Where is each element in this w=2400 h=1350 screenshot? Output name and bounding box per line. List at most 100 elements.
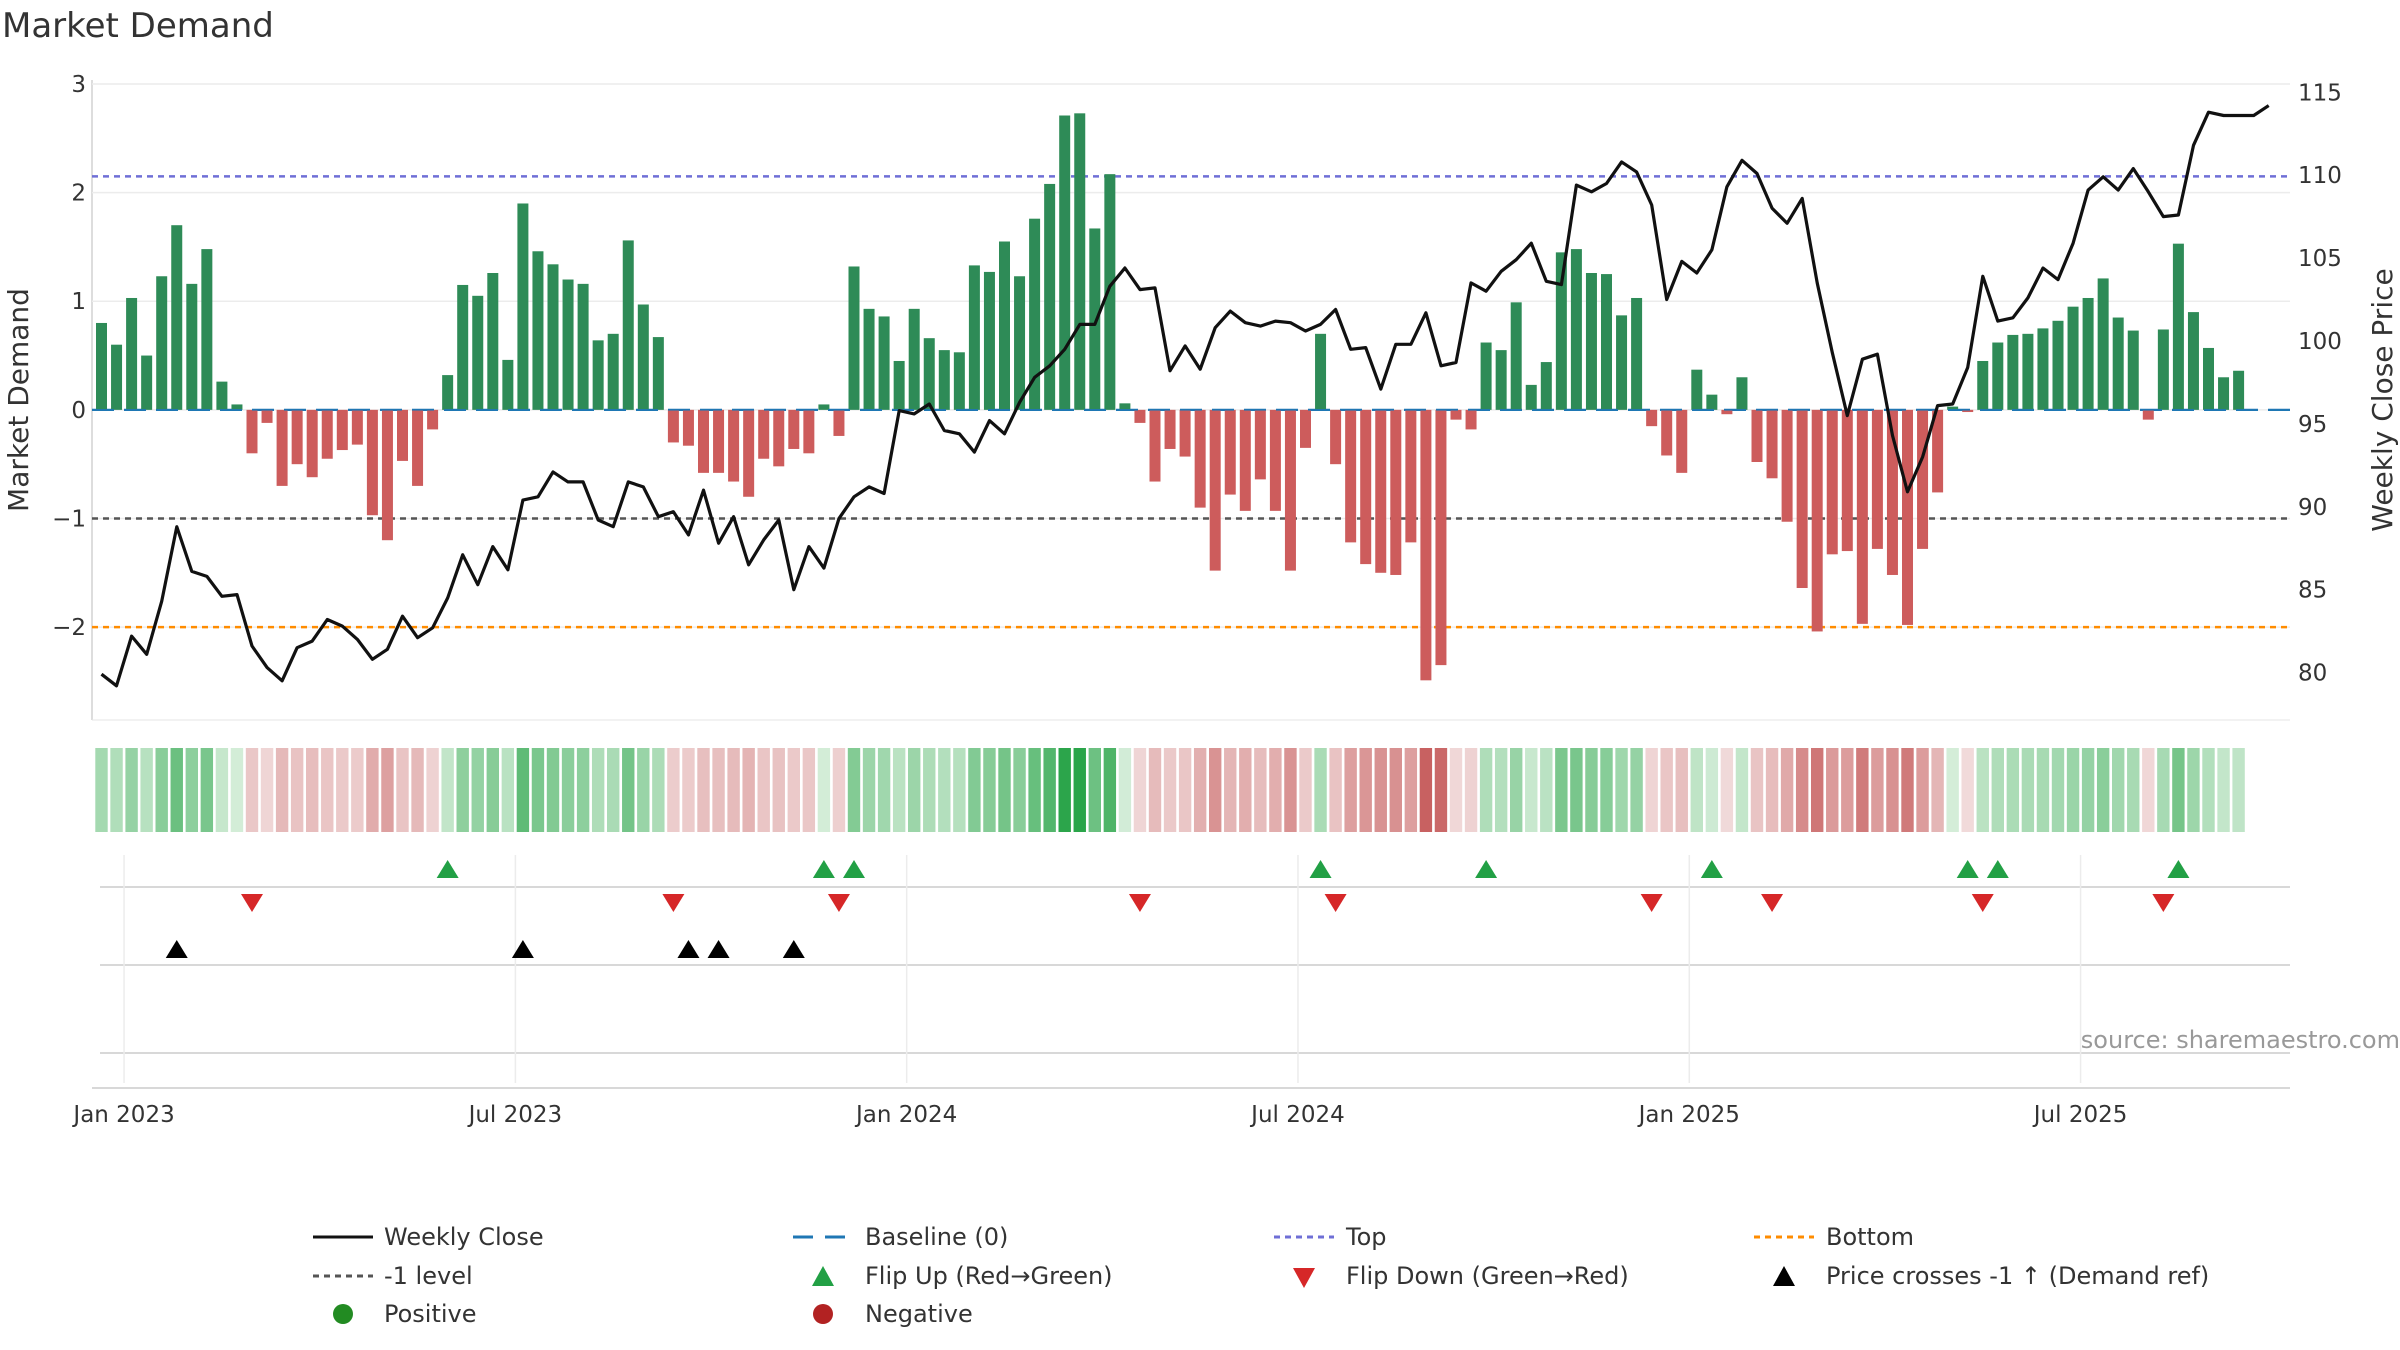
demand-bar	[1134, 409, 1146, 423]
demand-bar	[2097, 278, 2109, 410]
demand-bar	[728, 409, 740, 482]
right-tick-label: 100	[2298, 329, 2342, 355]
demand-bar	[246, 409, 258, 454]
heat-cell	[516, 748, 530, 832]
heat-cell	[531, 748, 545, 832]
right-tick-label: 105	[2298, 246, 2342, 272]
heat-cell	[1615, 748, 1628, 832]
demand-bar	[893, 360, 905, 410]
x-tick-label: Jul 2023	[467, 1102, 563, 1128]
heat-cell	[456, 748, 469, 832]
heat-cell	[1434, 748, 1448, 832]
heat-cell	[938, 748, 951, 832]
heat-cell	[170, 748, 183, 832]
heat-cell	[1058, 748, 1071, 832]
heat-cell	[1178, 748, 1192, 832]
demand-bar	[2157, 329, 2169, 410]
demand-bar	[1601, 274, 1612, 410]
demand-bar	[1796, 409, 1808, 588]
demand-bar	[1089, 228, 1101, 410]
demand-bar	[1345, 409, 1357, 543]
heat-cell	[110, 748, 123, 832]
heat-cell	[2051, 748, 2065, 832]
flip-up-marker	[436, 860, 459, 878]
heat-cell	[772, 748, 785, 832]
heat-cell	[1901, 748, 1914, 832]
demand-bar	[366, 409, 378, 516]
flip-down-marker	[662, 894, 685, 912]
vertical-gridlines	[123, 855, 2082, 1083]
heat-cell	[1013, 748, 1026, 832]
heat-cell	[95, 748, 108, 832]
heat-cell	[1916, 748, 1929, 832]
heat-cell	[1795, 748, 1809, 832]
heat-cell	[245, 748, 259, 832]
legend-minus1: -1 level	[313, 1262, 473, 1290]
signal-panels	[92, 886, 2290, 1089]
demand-bar	[427, 409, 439, 430]
demand-bar	[1059, 115, 1071, 410]
legend-negative: Negative	[813, 1300, 973, 1328]
demand-bar	[1841, 409, 1853, 552]
heat-cell	[968, 748, 981, 832]
heat-cell	[1540, 748, 1553, 832]
demand-bar	[126, 297, 138, 410]
legend-price-cross: Price crosses -1 ↑ (Demand ref)	[1773, 1262, 2209, 1290]
flip-down-marker	[1324, 894, 1347, 912]
heat-cell	[546, 748, 560, 832]
heat-cell	[908, 748, 921, 832]
heat-cell	[411, 748, 424, 832]
heat-cell	[1856, 748, 1869, 832]
demand-bar	[1811, 409, 1823, 632]
demand-bar	[276, 409, 288, 486]
demand-bar	[1104, 174, 1116, 410]
right-tick-label: 90	[2298, 495, 2327, 521]
svg-text:Positive: Positive	[384, 1300, 477, 1328]
heat-cell	[290, 748, 304, 832]
demand-bar	[1465, 409, 1477, 430]
legend-flip-up: Flip Up (Red→Green)	[812, 1262, 1113, 1290]
legend-top: Top	[1274, 1223, 1387, 1251]
svg-text:Bottom: Bottom	[1826, 1223, 1914, 1251]
right-tick-label: 85	[2298, 578, 2327, 604]
left-tick-label: 0	[71, 398, 86, 424]
heat-cell	[2172, 748, 2185, 832]
demand-bar	[848, 266, 860, 410]
svg-text:Top: Top	[1345, 1223, 1387, 1251]
demand-bars	[96, 113, 2245, 681]
heat-cell	[877, 748, 891, 832]
demand-bar	[2022, 333, 2034, 410]
legend: Weekly Close Baseline (0) Top Bottom -1 …	[313, 1223, 2209, 1328]
heat-cell	[1133, 748, 1147, 832]
heat-cell	[2232, 748, 2245, 832]
heat-cell	[1449, 748, 1463, 832]
demand-bar	[1330, 409, 1342, 465]
demand-bar	[1269, 409, 1281, 511]
demand-bar	[1074, 113, 1086, 410]
flip-up-marker	[1956, 860, 1979, 878]
heat-cell	[185, 748, 198, 832]
heat-cell	[1765, 748, 1779, 832]
heat-cell	[200, 748, 214, 832]
heat-cell	[727, 748, 740, 832]
heat-cell	[1193, 748, 1207, 832]
heat-cell	[1479, 748, 1493, 832]
demand-bar	[532, 251, 544, 410]
right-axis-ticks: 115 110 105 100 95 90 85 80	[2298, 80, 2342, 686]
right-axis-title: Weekly Close Price	[2366, 268, 2399, 531]
demand-bar	[1300, 409, 1311, 448]
heat-cell	[1419, 748, 1433, 832]
demand-bar	[1044, 183, 1056, 410]
left-axis-ticks: 3 2 1 0 −1 −2	[52, 72, 86, 641]
price-cross-marker	[511, 940, 534, 958]
heat-cell	[1811, 748, 1824, 832]
demand-bar	[1029, 218, 1041, 410]
heat-cell	[486, 748, 499, 832]
weekly-close-line	[100, 104, 2270, 688]
demand-bar	[1661, 409, 1673, 456]
demand-bar	[1239, 409, 1251, 511]
heat-cell	[1976, 748, 1989, 832]
flip-down-marker	[1761, 894, 1784, 912]
flip-down-marker	[241, 894, 263, 912]
